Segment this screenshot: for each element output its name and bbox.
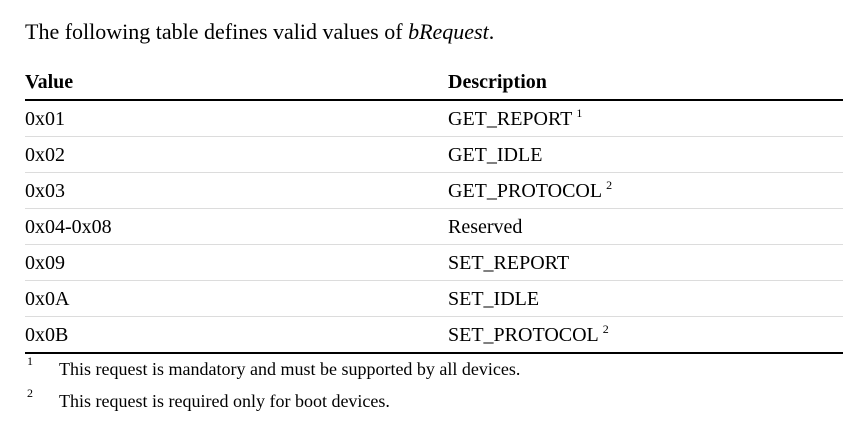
description-cell: GET_REPORT 1 bbox=[448, 106, 582, 134]
footnote-text: This request is required only for boot d… bbox=[59, 391, 390, 411]
table-row: 0x0B SET_PROTOCOL 2 bbox=[25, 317, 843, 354]
header-value: Value bbox=[25, 71, 74, 93]
description-cell: GET_PROTOCOL 2 bbox=[448, 178, 612, 206]
footnote-reference: 1 bbox=[576, 106, 583, 120]
intro-text-after: . bbox=[488, 19, 495, 44]
description-cell: GET_IDLE bbox=[448, 142, 542, 168]
description-cell: SET_REPORT bbox=[448, 250, 569, 276]
value-cell: 0x01 bbox=[25, 108, 65, 130]
description-text: SET_IDLE bbox=[448, 288, 540, 310]
value-cell: 0x02 bbox=[25, 144, 65, 166]
value-cell: 0x0A bbox=[25, 288, 70, 310]
description-text: GET_PROTOCOL bbox=[448, 180, 603, 202]
table-header-row: Value Description bbox=[25, 65, 843, 101]
description-text: SET_PROTOCOL bbox=[448, 324, 599, 346]
description-cell: SET_IDLE bbox=[448, 286, 539, 312]
table-row: 0x04-0x08 Reserved bbox=[25, 209, 843, 245]
value-cell: 0x04-0x08 bbox=[25, 216, 112, 238]
footnote: 1 This request is mandatory and must be … bbox=[25, 352, 843, 384]
description-text: GET_REPORT bbox=[448, 108, 573, 130]
footnotes: 1 This request is mandatory and must be … bbox=[25, 352, 843, 416]
footnote-mark: 2 bbox=[27, 386, 33, 400]
description-text: GET_IDLE bbox=[448, 144, 543, 166]
table-row: 0x02 GET_IDLE bbox=[25, 137, 843, 173]
footnote-text: This request is mandatory and must be su… bbox=[59, 359, 521, 379]
footnote-mark: 1 bbox=[27, 354, 33, 368]
brequest-values-table: Value Description 0x01 GET_REPORT 1 0x02 … bbox=[25, 65, 843, 354]
field-name: bRequest bbox=[408, 19, 489, 44]
footnote-reference: 2 bbox=[606, 178, 613, 192]
value-cell: 0x03 bbox=[25, 180, 65, 202]
header-description: Description bbox=[448, 71, 547, 93]
value-cell: 0x09 bbox=[25, 252, 65, 274]
intro-text-before: The following table defines valid values… bbox=[25, 19, 409, 44]
table-row: 0x03 GET_PROTOCOL 2 bbox=[25, 173, 843, 209]
table-row: 0x0A SET_IDLE bbox=[25, 281, 843, 317]
description-cell: SET_PROTOCOL 2 bbox=[448, 322, 609, 350]
value-cell: 0x0B bbox=[25, 324, 69, 346]
table-row: 0x01 GET_REPORT 1 bbox=[25, 101, 843, 137]
description-text: Reserved bbox=[448, 216, 523, 238]
description-cell: Reserved bbox=[448, 214, 522, 240]
table-row: 0x09 SET_REPORT bbox=[25, 245, 843, 281]
intro-sentence: The following table defines valid values… bbox=[25, 17, 494, 47]
description-text: SET_REPORT bbox=[448, 252, 570, 274]
footnote: 2 This request is required only for boot… bbox=[25, 384, 843, 416]
footnote-reference: 2 bbox=[602, 322, 609, 336]
